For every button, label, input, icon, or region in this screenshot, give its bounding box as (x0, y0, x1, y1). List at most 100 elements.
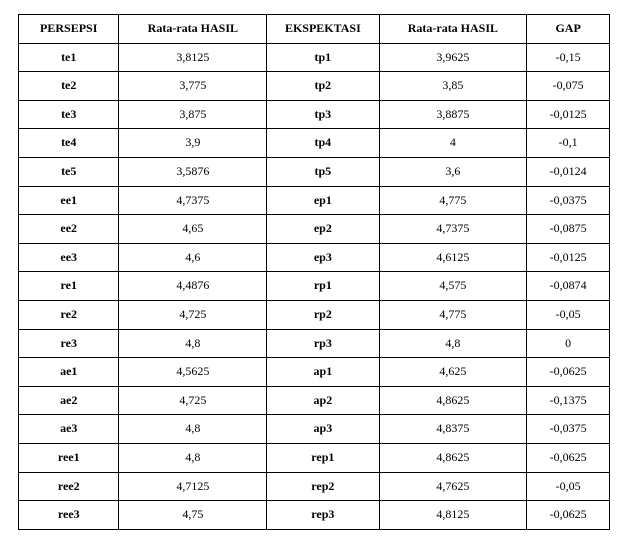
cell: 4,725 (119, 386, 267, 415)
cell: 4,775 (379, 186, 527, 215)
cell: 4,8625 (379, 443, 527, 472)
cell: 3,8125 (119, 43, 267, 72)
cell: 4,8125 (379, 501, 527, 530)
cell: re1 (19, 272, 119, 301)
table-row: te23,775tp23,85-0,075 (19, 72, 610, 101)
table-container: PERSEPSI Rata-rata HASIL EKSPEKTASI Rata… (0, 0, 628, 548)
cell: -0,0875 (527, 215, 610, 244)
cell: 4,6125 (379, 243, 527, 272)
cell: te2 (19, 72, 119, 101)
table-row: te53,5876tp53,6-0,0124 (19, 157, 610, 186)
cell: 4,6 (119, 243, 267, 272)
cell: ep3 (267, 243, 379, 272)
cell: 4,7375 (119, 186, 267, 215)
cell: te4 (19, 129, 119, 158)
cell: 4,8 (119, 329, 267, 358)
cell: 3,9 (119, 129, 267, 158)
cell: 4,7625 (379, 472, 527, 501)
cell: ap3 (267, 415, 379, 444)
cell: -0,0625 (527, 358, 610, 387)
cell: 4,4876 (119, 272, 267, 301)
cell: 4,65 (119, 215, 267, 244)
col-header-rata1: Rata-rata HASIL (119, 15, 267, 44)
cell: 4,8 (379, 329, 527, 358)
cell: -0,0124 (527, 157, 610, 186)
cell: 4,75 (119, 501, 267, 530)
col-header-ekspektasi: EKSPEKTASI (267, 15, 379, 44)
cell: -0,1375 (527, 386, 610, 415)
cell: 3,9625 (379, 43, 527, 72)
cell: rep2 (267, 472, 379, 501)
cell: 4,8 (119, 415, 267, 444)
table-row: ree34,75rep34,8125-0,0625 (19, 501, 610, 530)
cell: ep2 (267, 215, 379, 244)
cell: -0,075 (527, 72, 610, 101)
table-row: te43,9tp44-0,1 (19, 129, 610, 158)
table-row: ae34,8ap34,8375-0,0375 (19, 415, 610, 444)
cell: tp2 (267, 72, 379, 101)
cell: 4,625 (379, 358, 527, 387)
cell: ae1 (19, 358, 119, 387)
cell: te1 (19, 43, 119, 72)
cell: -0,0125 (527, 243, 610, 272)
cell: ee2 (19, 215, 119, 244)
table-body: te13,8125tp13,9625-0,15te23,775tp23,85-0… (19, 43, 610, 529)
cell: ae2 (19, 386, 119, 415)
gap-table: PERSEPSI Rata-rata HASIL EKSPEKTASI Rata… (18, 14, 610, 530)
cell: 4,775 (379, 300, 527, 329)
table-row: re24,725rp24,775-0,05 (19, 300, 610, 329)
cell: 4,7125 (119, 472, 267, 501)
cell: rep3 (267, 501, 379, 530)
cell: te3 (19, 100, 119, 129)
cell: te5 (19, 157, 119, 186)
cell: 4,8375 (379, 415, 527, 444)
cell: -0,0625 (527, 443, 610, 472)
cell: re3 (19, 329, 119, 358)
table-row: ee24,65ep24,7375-0,0875 (19, 215, 610, 244)
cell: rp3 (267, 329, 379, 358)
cell: ep1 (267, 186, 379, 215)
cell: 4,7375 (379, 215, 527, 244)
cell: -0,05 (527, 300, 610, 329)
cell: 3,775 (119, 72, 267, 101)
cell: 3,8875 (379, 100, 527, 129)
cell: 3,85 (379, 72, 527, 101)
table-row: ee14,7375ep14,775-0,0375 (19, 186, 610, 215)
cell: -0,1 (527, 129, 610, 158)
cell: re2 (19, 300, 119, 329)
cell: ee1 (19, 186, 119, 215)
cell: 4,725 (119, 300, 267, 329)
cell: tp3 (267, 100, 379, 129)
cell: 3,5876 (119, 157, 267, 186)
table-row: te13,8125tp13,9625-0,15 (19, 43, 610, 72)
cell: tp4 (267, 129, 379, 158)
cell: 4,575 (379, 272, 527, 301)
cell: ree2 (19, 472, 119, 501)
cell: 4,8 (119, 443, 267, 472)
cell: -0,0874 (527, 272, 610, 301)
table-row: ae24,725ap24,8625-0,1375 (19, 386, 610, 415)
table-row: te33,875tp33,8875-0,0125 (19, 100, 610, 129)
cell: 0 (527, 329, 610, 358)
cell: ap2 (267, 386, 379, 415)
cell: -0,15 (527, 43, 610, 72)
cell: -0,0625 (527, 501, 610, 530)
table-row: re34,8rp34,80 (19, 329, 610, 358)
cell: -0,0375 (527, 186, 610, 215)
cell: ree3 (19, 501, 119, 530)
table-row: ree14,8rep14,8625-0,0625 (19, 443, 610, 472)
cell: -0,05 (527, 472, 610, 501)
cell: tp5 (267, 157, 379, 186)
cell: tp1 (267, 43, 379, 72)
cell: 4,5625 (119, 358, 267, 387)
cell: 3,6 (379, 157, 527, 186)
cell: ap1 (267, 358, 379, 387)
table-row: ee34,6ep34,6125-0,0125 (19, 243, 610, 272)
cell: ae3 (19, 415, 119, 444)
header-row: PERSEPSI Rata-rata HASIL EKSPEKTASI Rata… (19, 15, 610, 44)
cell: rp1 (267, 272, 379, 301)
col-header-rata2: Rata-rata HASIL (379, 15, 527, 44)
table-head: PERSEPSI Rata-rata HASIL EKSPEKTASI Rata… (19, 15, 610, 44)
table-row: re14,4876rp14,575-0,0874 (19, 272, 610, 301)
cell: -0,0375 (527, 415, 610, 444)
